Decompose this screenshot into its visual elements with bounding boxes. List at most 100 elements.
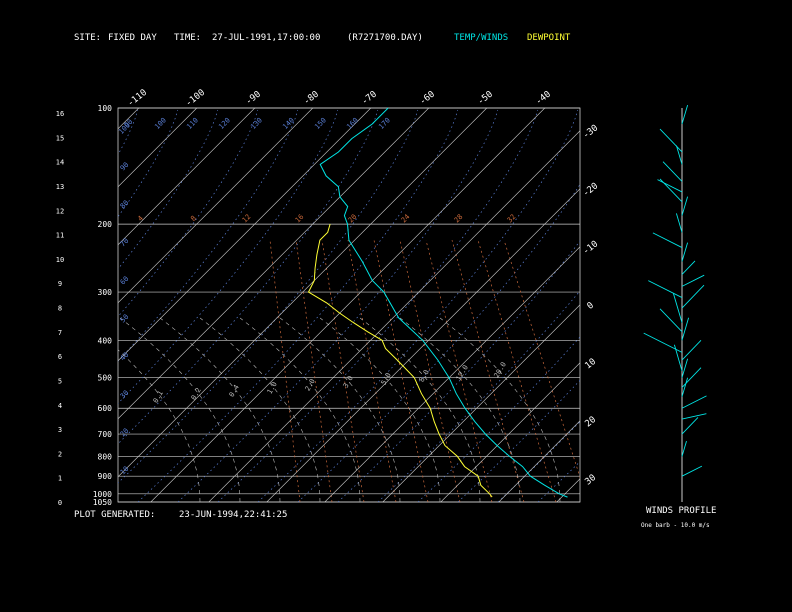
isotherm-line <box>498 420 580 502</box>
dry-adiabat-line <box>0 110 98 502</box>
mixing-ratio-label: 20 <box>347 213 359 225</box>
isotherm-line <box>208 130 580 502</box>
height-tick-label: 0 <box>58 499 62 507</box>
isotherm-top-label: -70 <box>360 89 379 107</box>
isotherm-top-label: -100 <box>184 88 207 109</box>
moist-adiabat-line <box>399 317 521 502</box>
isotherm-line <box>382 304 580 502</box>
moist-adiabat-label: 0.1 <box>152 390 165 405</box>
dry-adiabat-line <box>118 109 219 270</box>
wind-barb <box>681 413 707 420</box>
theta-label: 110 <box>185 116 200 131</box>
isotherm-line <box>0 108 23 502</box>
dry-adiabat-label: 20 <box>119 427 131 439</box>
height-tick-label: 3 <box>58 426 62 434</box>
isotherm-top-label: -90 <box>244 89 263 107</box>
dry-adiabat-line <box>0 110 58 502</box>
isotherm-right-label: -30 <box>581 123 600 141</box>
pressure-tick-label: 100 <box>98 104 113 113</box>
isotherm-right-label: 20 <box>583 415 598 430</box>
height-tick-label: 11 <box>56 232 64 240</box>
pressure-tick-label: 600 <box>98 404 113 413</box>
dewpoint-line <box>307 223 493 498</box>
theta-label: 170 <box>377 116 392 131</box>
wind-barb <box>681 440 687 457</box>
theta-label: 160 <box>345 116 360 131</box>
wind-barb <box>652 232 683 248</box>
dry-adiabat-label: 60 <box>119 275 131 287</box>
mixing-ratio-label: 8 <box>189 214 198 223</box>
isotherm-line <box>118 108 256 246</box>
wind-barb <box>672 292 683 323</box>
dry-adiabat-line <box>118 109 379 445</box>
isotherm-top-label: -40 <box>534 89 553 107</box>
height-tick-label: 2 <box>58 450 62 458</box>
height-tick-label: 9 <box>58 280 62 288</box>
isotherm-line <box>150 108 546 502</box>
isotherm-top-label: -80 <box>302 89 321 107</box>
wind-barb <box>681 358 689 378</box>
moist-adiabat-line <box>119 317 241 502</box>
dry-adiabat-line <box>118 109 419 484</box>
height-tick-label: 6 <box>58 353 62 361</box>
pressure-tick-label: 800 <box>98 452 113 461</box>
isotherm-right-label: 10 <box>583 357 598 372</box>
pressure-tick-label: 1000 <box>93 490 112 499</box>
height-tick-label: 5 <box>58 377 62 385</box>
wind-barb <box>681 465 703 477</box>
height-tick-label: 13 <box>56 183 64 191</box>
wind-barb <box>681 417 699 435</box>
moist-adiabat-line <box>159 317 281 502</box>
pressure-tick-label: 200 <box>98 220 113 229</box>
legend-temp: TEMP/WINDS <box>454 33 509 43</box>
moist-adiabat-label: 12.0 <box>455 364 470 383</box>
height-tick-label: 16 <box>56 110 64 118</box>
mixing-ratio-line <box>477 240 557 502</box>
wind-barb <box>657 179 683 193</box>
mixing-ratio-label: 32 <box>506 213 518 225</box>
dry-adiabat-line <box>118 109 339 404</box>
moist-adiabat-label: 2.0 <box>304 378 317 393</box>
isotherm-right-label: -10 <box>581 239 600 257</box>
time-value: 27-JUL-1991,17:00:00 <box>212 33 321 43</box>
isotherm-line <box>615 108 792 502</box>
isotherm-right-label: -20 <box>581 181 600 199</box>
pressure-tick-label: 500 <box>98 374 113 383</box>
isotherm-line <box>118 108 198 188</box>
mixing-ratio-line <box>503 240 580 479</box>
time-label: TIME: <box>174 33 202 43</box>
isotherm-top-label: -50 <box>476 89 495 107</box>
pressure-tick-label: 400 <box>98 336 113 345</box>
pressure-tick-label: 300 <box>98 288 113 297</box>
plot-generated-value: 23-JUN-1994,22:41:25 <box>179 510 288 520</box>
dry-adiabat-line <box>177 109 499 502</box>
site-label: SITE: <box>74 33 102 43</box>
dry-adiabat-label: 10 <box>119 465 131 477</box>
moist-adiabat-line <box>199 317 321 502</box>
isotherm-right-label: 0 <box>586 301 596 312</box>
mixing-ratio-line <box>295 240 333 502</box>
winds-profile-label: WINDS PROFILE <box>646 506 717 516</box>
isotherm-line <box>118 108 488 478</box>
wind-barb <box>681 105 689 125</box>
mixing-ratio-label: 28 <box>453 213 465 225</box>
theta-label: 100 <box>153 116 168 131</box>
height-tick-label: 12 <box>56 207 64 215</box>
wind-barb <box>681 377 689 397</box>
legend-dewpoint: DEWPOINT <box>527 33 571 43</box>
site-value: FIXED DAY <box>108 33 157 43</box>
dry-adiabat-line <box>0 110 18 502</box>
dry-adiabat-line <box>297 183 580 502</box>
isotherm-line <box>324 246 580 502</box>
moist-adiabat-label: 0.4 <box>228 384 241 399</box>
moist-adiabat-label: 20.0 <box>493 361 508 380</box>
wind-barb <box>659 308 683 333</box>
dry-adiabat-label: 80 <box>119 199 131 211</box>
isotherm-line <box>0 108 81 502</box>
mixing-ratio-line <box>269 240 301 502</box>
dry-adiabat-line <box>457 379 580 502</box>
pressure-tick-label: 1050 <box>93 498 112 507</box>
height-tick-label: 1 <box>58 475 62 483</box>
dry-adiabat-line <box>118 109 179 218</box>
moist-adiabat-line <box>279 317 401 502</box>
